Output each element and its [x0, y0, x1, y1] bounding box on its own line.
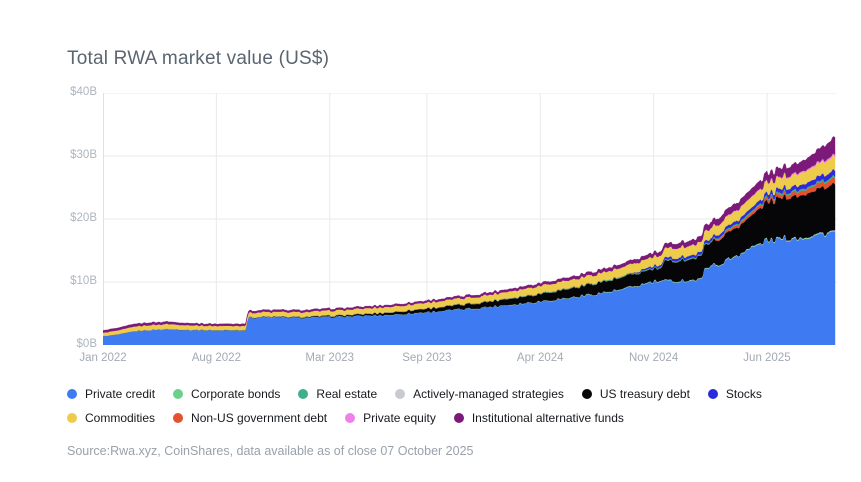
legend-row-2: Commodities Non-US government debt Private… [67, 411, 624, 425]
legend-label: Private credit [85, 387, 156, 401]
y-axis-label: $10B [70, 275, 97, 287]
legend-dot [453, 413, 464, 423]
legend-item-non-us-government-debt[interactable]: Non-US government debt [173, 411, 327, 425]
source-note: Source:Rwa.xyz, CoinShares, data availab… [67, 444, 474, 458]
stacked-area-plot[interactable] [102, 92, 837, 346]
x-axis-label: Aug 2022 [191, 352, 241, 364]
chart-title: Total RWA market value (US$) [67, 48, 330, 69]
legend-dot [707, 389, 718, 399]
legend-label: US treasury debt [599, 387, 690, 401]
legend-row-1: Private credit Corporate bonds Real estate… [67, 387, 762, 401]
y-axis-label: $30B [70, 149, 97, 161]
legend-label: Private equity [363, 411, 436, 425]
legend-label: Corporate bonds [191, 387, 281, 401]
legend-label: Actively-managed strategies [413, 387, 564, 401]
x-axis-label: Nov 2024 [628, 352, 679, 364]
legend-item-actively-managed-strategies[interactable]: Actively-managed strategies [395, 387, 564, 401]
x-axis-label: Jun 2025 [743, 352, 791, 364]
legend-dot [67, 413, 77, 423]
y-axis-label: $20B [70, 212, 97, 224]
x-axis-label: Apr 2024 [516, 352, 564, 364]
x-axis-label: Sep 2023 [402, 352, 452, 364]
x-axis-label: Jan 2022 [79, 352, 127, 364]
y-axis-label: $40B [70, 86, 97, 98]
legend-dot [67, 389, 77, 399]
legend-label: Stocks [725, 387, 762, 401]
legend-dot [581, 389, 592, 399]
legend-label: Non-US government debt [191, 411, 328, 425]
legend-item-us-treasury-debt[interactable]: US treasury debt [581, 387, 690, 401]
legend-dot [395, 389, 406, 399]
legend-item-corporate-bonds[interactable]: Corporate bonds [173, 387, 280, 401]
area-institutional-alternative-funds[interactable] [102, 136, 836, 333]
legend-dot [173, 389, 184, 399]
legend-item-stocks[interactable]: Stocks [707, 387, 762, 401]
x-axis-label: Mar 2023 [305, 352, 355, 364]
legend-item-commodities[interactable]: Commodities [67, 411, 155, 425]
legend-label: Real estate [316, 387, 378, 401]
y-axis-label: $0B [76, 338, 97, 350]
chart-plot[interactable] [102, 92, 837, 346]
legend-item-real-estate[interactable]: Real estate [298, 387, 377, 401]
legend-item-institutional-alternative-funds[interactable]: Institutional alternative funds [453, 411, 624, 425]
legend-label: Commodities [85, 411, 156, 425]
legend-dot [298, 389, 309, 399]
legend-item-private-credit[interactable]: Private credit [67, 387, 155, 401]
legend-dot [345, 413, 356, 423]
legend-dot [173, 413, 184, 423]
legend-label: Institutional alternative funds [471, 411, 624, 425]
legend-item-private-equity[interactable]: Private equity [345, 411, 436, 425]
